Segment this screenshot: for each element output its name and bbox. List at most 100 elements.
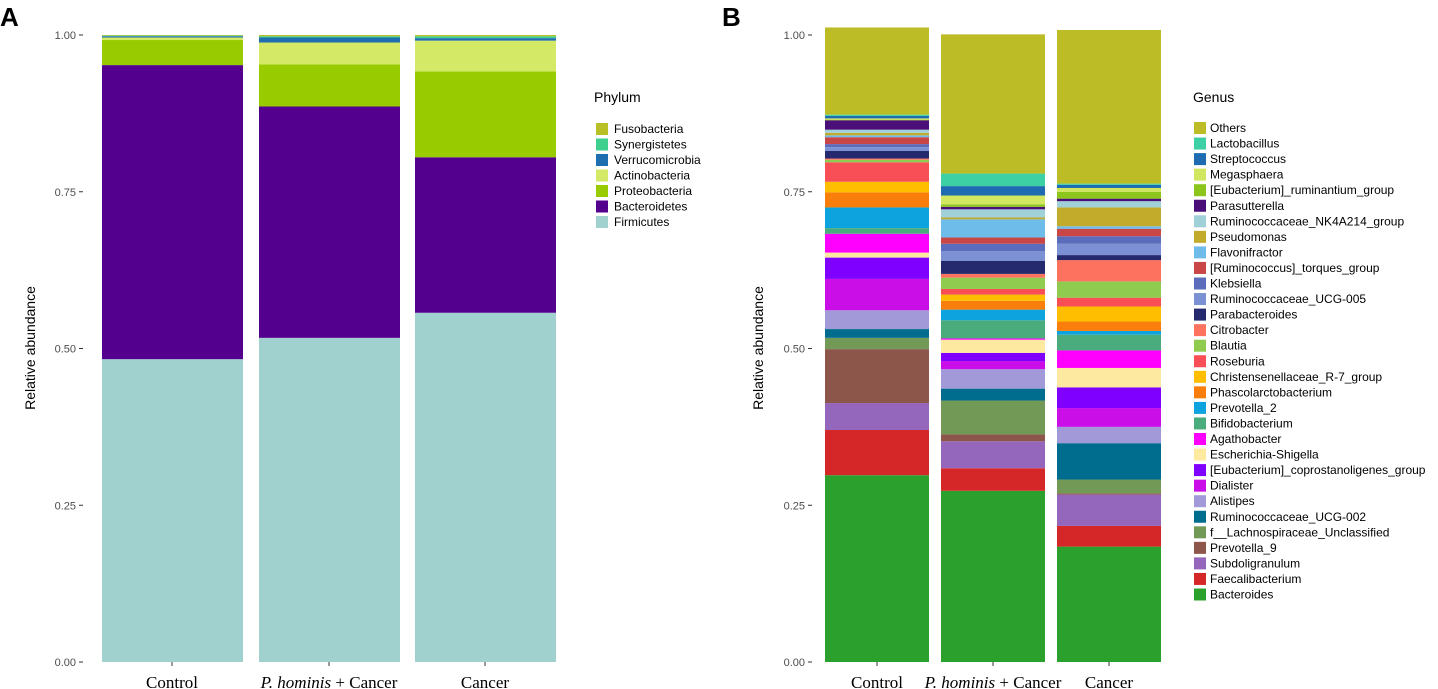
bar-segment-ruminococcaceae-nk4a214-group-2	[941, 209, 1045, 218]
bar-segment-f-lachnospiraceae-unclassified-1	[825, 337, 929, 350]
legend-key-klebsiella	[1194, 277, 1206, 290]
bar-segment-bacteroidetes-2	[259, 106, 400, 338]
panel-a-y-axis: 0.00 0.25 0.50 0.75 1.00	[55, 30, 83, 669]
bar-segment-eubacterium-ruminantium-group-3	[1057, 191, 1161, 199]
bar-segment-klebsiella-2	[941, 243, 1045, 252]
bar-segment-ruminococcaceae-ucg-005-3	[1057, 243, 1161, 256]
bar-segment-verrucomicrobia-2	[259, 37, 400, 43]
bar-segment-megasphaera-1	[825, 118, 929, 120]
y-tick-label: 0.25	[55, 500, 76, 512]
bar-segment-fusobacteria-3	[415, 35, 556, 37]
y-tick-label: 0.75	[784, 187, 805, 199]
legend-key-f-lachnospiraceae-unclassified	[1194, 526, 1206, 539]
legend-key-roseburia	[1194, 355, 1206, 368]
bar-segment-eubacterium-coprostanoligenes-group-2	[941, 352, 1045, 362]
bar-segment-alistipes-2	[941, 369, 1045, 389]
y-tick-label: 0.00	[784, 657, 805, 669]
bar-segment-blautia-3	[1057, 281, 1161, 298]
y-tick-label: 0.75	[55, 187, 76, 199]
bar-segment-ruminococcus-torques-group-2	[941, 237, 1045, 244]
legend-label-bifidobacterium: Bifidobacterium	[1210, 416, 1293, 430]
legend-label-subdoligranulum: Subdoligranulum	[1210, 556, 1300, 570]
bar-segment-f-lachnospiraceae-unclassified-2	[941, 400, 1045, 435]
x-category-label: P. hominis + Cancer	[924, 673, 1062, 689]
bar-segment-flavonifractor-3	[1057, 226, 1161, 229]
y-tick-label: 0.50	[55, 344, 76, 356]
bar-segment-streptococcus-3	[1057, 184, 1161, 188]
bar-segment-prevotella-2-3	[1057, 330, 1161, 335]
bar-segment-alistipes-1	[825, 310, 929, 330]
bar-segment-subdoligranulum-1	[825, 403, 929, 431]
bar-segment-alistipes-3	[1057, 426, 1161, 444]
bar-segment-ruminococcaceae-nk4a214-group-3	[1057, 201, 1161, 208]
legend-label-lactobacillus: Lactobacillus	[1210, 137, 1279, 151]
bar-segment-phascolarctobacterium-2	[941, 300, 1045, 310]
bar-segment-subdoligranulum-2	[941, 441, 1045, 469]
legend-label-flavonifractor: Flavonifractor	[1210, 245, 1283, 259]
bar-segment-actinobacteria-1	[102, 37, 243, 41]
bar-segment-parasutterella-3	[1057, 198, 1161, 202]
legend-key-verrucomicrobia	[596, 154, 608, 166]
legend-label-firmicutes: Firmicutes	[614, 215, 669, 229]
legend-label-streptococcus: Streptococcus	[1210, 152, 1286, 166]
panel-b-label: B	[722, 2, 741, 32]
y-tick-label: 0.50	[784, 344, 805, 356]
bar-segment-eubacterium-ruminantium-group-1	[825, 119, 929, 121]
bar-segment-fusobacteria-1	[102, 35, 243, 36]
legend-key-ruminococcaceae-ucg-005	[1194, 293, 1206, 306]
legend-key-citrobacter	[1194, 324, 1206, 337]
bar-segment-bifidobacterium-2	[941, 320, 1045, 339]
legend-key-eubacterium-ruminantium-group	[1194, 184, 1206, 197]
panel-b-x-axis: Control P. hominis + Cancer Cancer	[851, 662, 1133, 689]
bar-segment-dialister-1	[825, 278, 929, 311]
bar-segment-bacteroides-1	[825, 475, 929, 662]
x-category-label: Control	[146, 673, 198, 689]
bar-segment-christensenellaceae-r-7-group-2	[941, 294, 1045, 301]
bar-segment-phascolarctobacterium-1	[825, 192, 929, 208]
panel-b-y-axis-title: Relative abundance	[750, 286, 766, 410]
legend-key-ruminococcus-torques-group	[1194, 261, 1206, 274]
legend-key-prevotella-9	[1194, 541, 1206, 554]
legend-label-parabacteroides: Parabacteroides	[1210, 308, 1297, 322]
x-category-label: P. hominis + Cancer	[260, 673, 398, 689]
bar-segment-firmicutes-3	[415, 312, 556, 662]
legend-label-citrobacter: Citrobacter	[1210, 323, 1269, 337]
bar-segment-others-3	[1057, 29, 1161, 184]
legend-label-roseburia: Roseburia	[1210, 354, 1265, 368]
bar-segment-blautia-2	[941, 277, 1045, 289]
panel-b-y-axis: 0.00 0.25 0.50 0.75 1.00	[784, 30, 812, 669]
bar-segment-synergistetes-3	[415, 36, 556, 39]
bar-segment-citrobacter-2	[941, 273, 1045, 278]
legend-label-phascolarctobacterium: Phascolarctobacterium	[1210, 385, 1332, 399]
legend-label-actinobacteria: Actinobacteria	[614, 169, 690, 183]
bar-segment-pseudomonas-1	[825, 132, 929, 136]
bar-segment-lactobacillus-3	[1057, 183, 1161, 185]
legend-label-bacteroidetes: Bacteroidetes	[614, 200, 687, 214]
legend-label-ruminococcus-torques-group: [Ruminococcus]_torques_group	[1210, 261, 1380, 275]
legend-label-klebsiella: Klebsiella	[1210, 277, 1262, 291]
bar-segment-prevotella-2-2	[941, 309, 1045, 321]
bar-segment-prevotella-9-3	[1057, 493, 1161, 495]
legend-key-dialister	[1194, 479, 1206, 492]
bar-segment-parasutterella-2	[941, 206, 1045, 210]
bar-segment-eubacterium-coprostanoligenes-group-1	[825, 257, 929, 279]
bar-segment-f-lachnospiraceae-unclassified-3	[1057, 479, 1161, 494]
panel-a-legend: Phylum Fusobacteria SynergistetesVerrucom…	[594, 89, 701, 229]
bar-segment-parabacteroides-1	[825, 150, 929, 159]
bar-segment-streptococcus-2	[941, 186, 1045, 196]
bar-segment-subdoligranulum-3	[1057, 494, 1161, 526]
bar-segment-pseudomonas-3	[1057, 207, 1161, 227]
x-category-label: Cancer	[1085, 673, 1133, 689]
bar-segment-prevotella-9-1	[825, 349, 929, 404]
bar-segment-ruminococcaceae-ucg-002-3	[1057, 443, 1161, 480]
bar-segment-others-1	[825, 27, 929, 115]
legend-label-dialister: Dialister	[1210, 479, 1253, 493]
legend-key-streptococcus	[1194, 153, 1206, 166]
legend-key-others	[1194, 122, 1206, 134]
legend-label-escherichia-shigella: Escherichia-Shigella	[1210, 448, 1319, 462]
legend-key-synergistetes	[596, 138, 608, 151]
legend-key-bifidobacterium	[1194, 417, 1206, 430]
x-category-label: Control	[851, 673, 903, 689]
legend-key-blautia	[1194, 339, 1206, 352]
